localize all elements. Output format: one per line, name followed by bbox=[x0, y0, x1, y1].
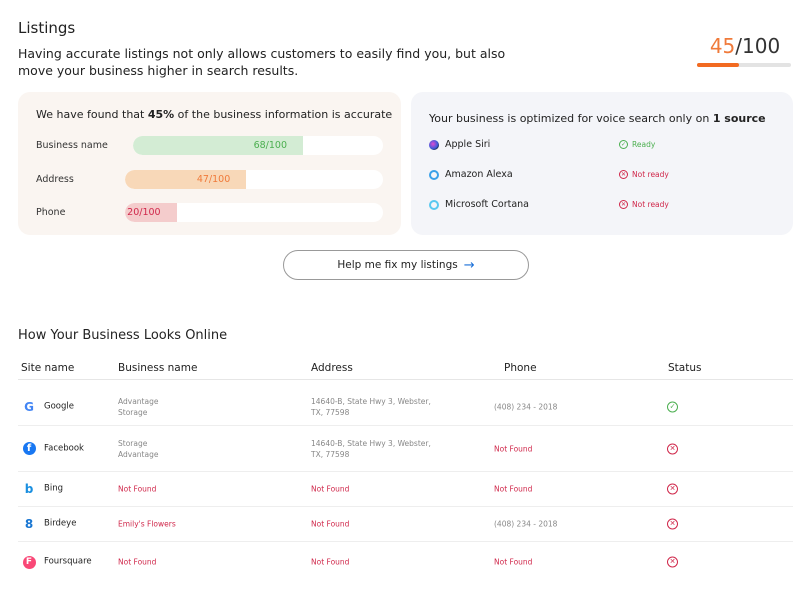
voice-assistant-icon bbox=[429, 169, 439, 180]
site-name: Bing bbox=[44, 483, 63, 494]
listing-score: 45/100 bbox=[690, 34, 800, 58]
voice-source-name: Amazon Alexa bbox=[445, 169, 513, 180]
facebook-icon: f bbox=[22, 442, 36, 456]
bar-track: 20/100 bbox=[125, 203, 383, 222]
page-title: Listings bbox=[18, 19, 76, 37]
voice-assistant-icon bbox=[429, 139, 439, 150]
phone-cell: Not Found bbox=[494, 484, 533, 494]
check-circle-icon: ✓ bbox=[619, 140, 628, 149]
check-circle-icon: ✓ bbox=[667, 401, 678, 413]
bar-fill: 68/100 bbox=[133, 136, 303, 155]
business-name-cell: Storage Advantage bbox=[118, 438, 159, 459]
voice-source-name: Apple Siri bbox=[445, 139, 491, 150]
score-progress-fill bbox=[697, 63, 740, 67]
header-address: Address bbox=[311, 362, 353, 374]
site-name: Birdeye bbox=[44, 518, 77, 529]
business-name-cell: Not Found bbox=[118, 484, 157, 494]
arrow-right-icon: → bbox=[463, 257, 475, 273]
header-business-name: Business name bbox=[118, 362, 198, 374]
address-cell: Not Found bbox=[311, 557, 350, 567]
accuracy-bar-row: Business name 68/100 bbox=[36, 136, 383, 155]
x-circle-icon: ✕ bbox=[619, 170, 628, 179]
header-divider bbox=[18, 379, 793, 380]
voice-source-name: Microsoft Cortana bbox=[445, 199, 529, 210]
table-row: f Facebook Storage Advantage 14640-B, Sta… bbox=[18, 426, 793, 472]
voice-status: ✕ Not ready bbox=[619, 170, 669, 179]
voice-source-row: Microsoft Cortana ✕ Not ready bbox=[429, 199, 779, 210]
x-circle-icon: ✕ bbox=[667, 483, 678, 495]
table-row: F Foursquare Not Found Not Found Not Fou… bbox=[18, 542, 793, 582]
bar-label: Business name bbox=[36, 140, 108, 151]
site-name: Google bbox=[44, 401, 74, 412]
fix-listings-button[interactable]: Help me fix my listings → bbox=[283, 250, 529, 280]
site-name: Foursquare bbox=[44, 556, 92, 567]
accuracy-bar-row: Phone 20/100 bbox=[36, 203, 383, 222]
address-cell: Not Found bbox=[311, 519, 350, 529]
address-cell: 14640-B, State Hwy 3, Webster, TX, 77598 bbox=[311, 438, 431, 459]
voice-search-card: Your business is optimized for voice sea… bbox=[411, 92, 793, 235]
section-title: How Your Business Looks Online bbox=[18, 328, 228, 343]
voice-status: ✕ Not ready bbox=[619, 200, 669, 209]
bar-label: Address bbox=[36, 174, 74, 185]
bing-icon: b bbox=[24, 482, 34, 496]
table-row: 8 Birdeye Emily's Flowers Not Found (408… bbox=[18, 507, 793, 542]
page-description: Having accurate listings not only allows… bbox=[18, 46, 506, 78]
accuracy-card: We have found that 45% of the business i… bbox=[18, 92, 401, 235]
header-phone: Phone bbox=[504, 362, 537, 374]
business-name-cell: Advantage Storage bbox=[118, 397, 159, 417]
bar-fill: 20/100 bbox=[125, 203, 177, 222]
voice-source-row: Amazon Alexa ✕ Not ready bbox=[429, 169, 779, 180]
foursquare-icon: F bbox=[22, 555, 36, 569]
phone-cell: Not Found bbox=[494, 444, 533, 453]
voice-source-row: Apple Siri ✓ Ready bbox=[429, 139, 779, 150]
header-site-name: Site name bbox=[21, 362, 75, 374]
table-row: b Bing Not Found Not Found Not Found ✕ bbox=[18, 472, 793, 507]
x-circle-icon: ✕ bbox=[619, 200, 628, 209]
address-cell: Not Found bbox=[311, 484, 350, 494]
site-name: Facebook bbox=[44, 443, 84, 453]
business-name-cell: Not Found bbox=[118, 557, 157, 567]
score-total: /100 bbox=[735, 34, 781, 58]
voice-title: Your business is optimized for voice sea… bbox=[429, 112, 766, 125]
score-value: 45 bbox=[709, 34, 736, 58]
business-name-cell: Emily's Flowers bbox=[118, 519, 176, 529]
address-cell: 14640-B, State Hwy 3, Webster, TX, 77598 bbox=[311, 397, 431, 417]
phone-cell: (408) 234 - 2018 bbox=[494, 519, 558, 529]
score-progress-bar bbox=[697, 63, 791, 67]
voice-assistant-icon bbox=[429, 199, 439, 210]
birdeye-icon: 8 bbox=[24, 517, 34, 531]
x-circle-icon: ✕ bbox=[667, 556, 678, 568]
bar-label: Phone bbox=[36, 207, 66, 218]
accuracy-title: We have found that 45% of the business i… bbox=[36, 108, 393, 121]
bar-track: 47/100 bbox=[125, 170, 383, 189]
phone-cell: Not Found bbox=[494, 557, 533, 567]
x-circle-icon: ✕ bbox=[667, 443, 678, 454]
voice-status: ✓ Ready bbox=[619, 140, 656, 149]
bar-fill: 47/100 bbox=[125, 170, 247, 189]
phone-cell: (408) 234 - 2018 bbox=[494, 402, 558, 412]
x-circle-icon: ✕ bbox=[667, 518, 678, 530]
google-icon: G bbox=[24, 400, 34, 414]
accuracy-bar-row: Address 47/100 bbox=[36, 170, 383, 189]
bar-track: 68/100 bbox=[133, 136, 383, 155]
table-row: G Google Advantage Storage 14640-B, State… bbox=[18, 389, 793, 426]
header-status: Status bbox=[668, 362, 702, 374]
